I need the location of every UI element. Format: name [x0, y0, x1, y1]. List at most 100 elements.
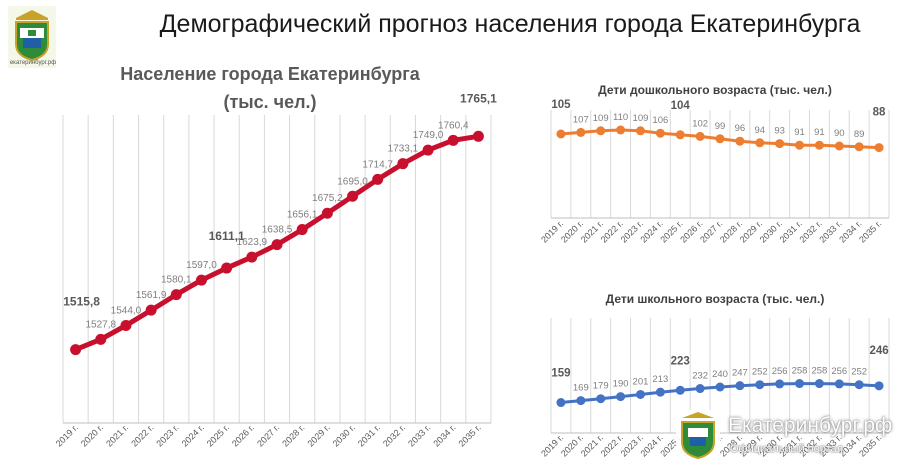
preschool-data-point [834, 141, 844, 151]
school-data-label: 190 [613, 379, 629, 390]
school-data-point [874, 381, 884, 391]
school-data-point [795, 379, 805, 389]
preschool-data-label: 99 [715, 121, 726, 132]
population-data-label: 1561,9 [136, 290, 167, 301]
population-data-label: 1544,0 [111, 305, 142, 316]
school-data-label: 213 [652, 374, 668, 385]
school-data-point [735, 381, 745, 391]
preschool-chart-title: Дети дошкольного возраста (тыс. чел.) [598, 83, 832, 97]
preschool-data-label: 90 [834, 128, 845, 139]
school-data-point [695, 384, 705, 394]
population-data-point [321, 207, 333, 219]
school-data-point [675, 385, 685, 395]
preschool-data-point [576, 127, 586, 137]
school-data-label: 223 [671, 355, 690, 367]
preschool-data-label: 104 [671, 100, 691, 112]
school-data-label: 252 [752, 367, 768, 378]
school-data-label: 256 [772, 366, 788, 377]
slide-title: Демографический прогноз населения города… [159, 10, 861, 38]
population-data-point [447, 134, 459, 146]
school-data-label: 246 [869, 345, 888, 357]
school-data-point [556, 398, 566, 408]
population-data-point [271, 239, 283, 251]
school-data-label: 256 [831, 366, 847, 377]
population-data-label: 1749,0 [413, 130, 444, 141]
population-data-label: 1765,1 [460, 91, 497, 105]
preschool-data-label: 91 [794, 127, 805, 138]
population-data-point [195, 274, 207, 286]
preschool-data-point [616, 125, 626, 135]
population-data-point [472, 130, 484, 142]
population-chart-subtitle: (тыс. чел.) [223, 92, 317, 112]
preschool-data-label: 94 [754, 125, 765, 136]
school-data-label: 159 [551, 368, 570, 380]
school-data-label: 258 [811, 366, 827, 377]
population-data-label: 1527,8 [85, 319, 116, 330]
preschool-data-point [695, 131, 705, 141]
population-data-label: 1515,8 [63, 295, 100, 309]
school-data-label: 169 [573, 383, 589, 394]
preschool-data-label: 93 [774, 126, 785, 137]
preschool-data-point [596, 126, 606, 136]
population-data-label: 1760,4 [438, 120, 469, 131]
population-data-point [372, 173, 384, 185]
population-data-point [120, 319, 132, 331]
school-data-point [755, 380, 765, 390]
school-data-point [814, 379, 824, 389]
preschool-data-point [655, 128, 665, 138]
population-data-label: 1695,0 [337, 176, 368, 187]
population-data-point [422, 144, 434, 156]
preschool-data-point [755, 138, 765, 148]
preschool-data-point [556, 129, 566, 139]
preschool-data-label: 105 [551, 99, 571, 111]
school-data-point [635, 389, 645, 399]
preschool-data-label: 96 [735, 123, 746, 134]
population-data-label: 1714,7 [362, 159, 393, 170]
preschool-data-label: 102 [692, 118, 708, 129]
population-data-label: 1638,5 [262, 225, 293, 236]
portal-watermark [676, 410, 720, 462]
school-data-label: 240 [712, 369, 728, 380]
school-data-label: 232 [692, 371, 708, 382]
preschool-data-label: 110 [613, 112, 628, 123]
population-data-label: 1611,1 [209, 229, 245, 243]
population-data-label: 1656,1 [287, 210, 318, 221]
population-data-label: 1597,0 [186, 260, 217, 271]
school-data-point [616, 392, 626, 402]
population-data-label: 1623,9 [237, 237, 268, 248]
preschool-data-label: 89 [854, 129, 865, 140]
preschool-data-label: 109 [593, 113, 609, 124]
school-data-point [596, 394, 606, 404]
preschool-data-point [874, 143, 884, 153]
preschool-data-point [715, 134, 725, 144]
logo-caption: екатеринбург.рф [9, 60, 57, 66]
school-data-point [854, 380, 864, 390]
school-data-label: 201 [633, 376, 649, 387]
preschool-data-point [795, 140, 805, 150]
school-chart-title: Дети школьного возраста (тыс. чел.) [605, 292, 825, 306]
population-data-point [170, 289, 182, 301]
population-data-point [221, 262, 233, 274]
population-data-label: 1733,1 [388, 144, 419, 155]
school-data-label: 252 [851, 367, 867, 378]
population-data-point [145, 304, 157, 316]
preschool-data-point [735, 136, 745, 146]
population-chart-title: Население города Екатеринбурга [120, 64, 420, 84]
population-data-point [296, 224, 308, 236]
preschool-data-label: 91 [814, 127, 825, 138]
population-data-point [347, 190, 359, 202]
population-data-point [70, 344, 82, 356]
population-data-point [95, 333, 107, 345]
school-data-point [715, 382, 725, 392]
school-data-label: 258 [792, 366, 808, 377]
preschool-data-point [814, 140, 824, 150]
population-data-label: 1675,2 [312, 193, 343, 204]
school-data-point [655, 387, 665, 397]
portal-watermark-subtext: Официальный портал [730, 443, 844, 455]
school-data-label: 179 [593, 381, 609, 392]
preschool-data-point [854, 142, 864, 152]
school-data-point [576, 396, 586, 406]
